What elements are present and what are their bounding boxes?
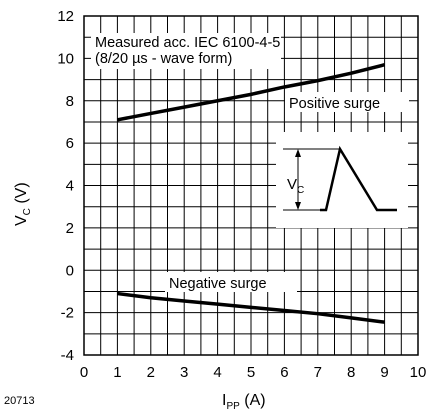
x-tick-label: 10 [410, 364, 427, 381]
inset-vc-label: VC [287, 176, 304, 196]
inset-arrow-down-icon [295, 202, 301, 210]
x-axis-label: IPP (A) [222, 392, 266, 411]
series-lines [117, 63, 386, 324]
annotation-line-2: (8/20 µs - wave form) [95, 51, 232, 67]
inset-waveform: VC [276, 132, 408, 228]
inset-pulse [320, 145, 397, 212]
x-tick-label: 0 [80, 364, 88, 381]
positive-surge-label-box [285, 92, 409, 112]
y-tick-label: 8 [66, 93, 74, 110]
y-tick-label: 4 [66, 178, 74, 195]
y-tick-label: 6 [66, 135, 74, 152]
y-axis-label: VC (V) [13, 182, 33, 226]
figure-id: 20713 [4, 395, 35, 407]
x-tick-label: 7 [314, 364, 322, 381]
annotation-box [91, 33, 281, 69]
x-tick-label: 3 [180, 364, 188, 381]
x-tick-label: 1 [113, 364, 121, 381]
positive-surge-label: Positive surge [289, 96, 380, 112]
x-tick-label: 4 [213, 364, 221, 381]
series-line-positive-surge [117, 63, 386, 122]
x-tick-label: 2 [147, 364, 155, 381]
inset-arrow-up-icon [295, 149, 301, 157]
negative-surge-label: Negative surge [169, 276, 267, 292]
x-tick-label: 5 [247, 364, 255, 381]
series-line-negative-surge [117, 291, 385, 324]
y-tick-label: 12 [57, 8, 74, 25]
plot-frame [83, 15, 419, 356]
y-tick-label: 2 [66, 220, 74, 237]
y-tick-label: 0 [66, 262, 74, 279]
x-tick-label: 6 [280, 364, 288, 381]
annotation-line-1: Measured acc. IEC 6100-4-5 [95, 35, 280, 51]
y-tick-label: -2 [61, 305, 74, 322]
x-tick-label: 9 [380, 364, 388, 381]
y-tick-label: -4 [61, 347, 74, 364]
x-tick-label: 8 [347, 364, 355, 381]
negative-surge-label-box [165, 272, 297, 292]
y-tick-label: 10 [57, 50, 74, 67]
